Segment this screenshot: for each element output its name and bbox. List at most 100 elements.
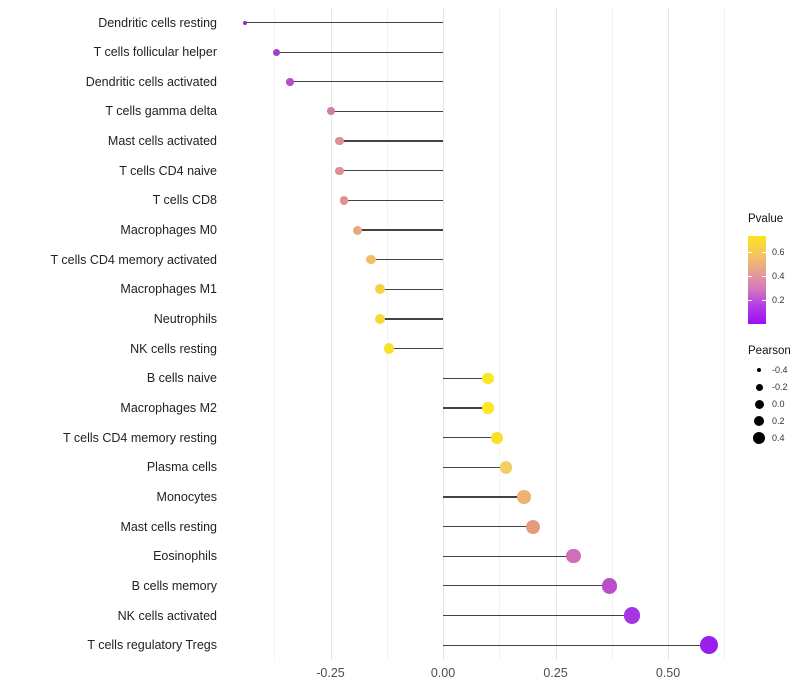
pearson-legend-dot	[754, 399, 764, 409]
x-tick-label: 0.00	[430, 666, 456, 680]
lollipop-stem	[443, 466, 506, 468]
category-label: T cells CD4 naive	[119, 163, 217, 178]
pearson-legend-dot	[753, 415, 765, 427]
lollipop-stem	[339, 140, 443, 142]
lollipop-stem	[330, 110, 443, 113]
x-tick-label: -0.25	[316, 666, 345, 680]
data-point	[273, 48, 280, 56]
category-label: Macrophages M2	[120, 400, 217, 415]
pvalue-tick-mark	[748, 300, 752, 301]
category-label: B cells naive	[146, 371, 217, 386]
pvalue-tick-mark	[762, 276, 766, 277]
category-label: Plasma cells	[146, 460, 217, 475]
lollipop-stem	[443, 644, 709, 646]
lollipop-stem	[443, 525, 533, 528]
pearson-legend-label: -0.4	[772, 365, 788, 375]
data-point	[353, 225, 362, 235]
plot-panel	[222, 8, 731, 660]
gridline-major	[330, 8, 332, 660]
gridline-minor	[274, 8, 276, 660]
category-label: Macrophages M0	[120, 223, 217, 238]
pvalue-tick-label: 0.6	[772, 247, 785, 257]
lollipop-stem	[443, 614, 632, 617]
category-label: Dendritic cells activated	[85, 74, 217, 89]
data-point	[499, 461, 513, 474]
pvalue-tick-mark	[748, 252, 752, 253]
data-point	[601, 578, 618, 594]
category-label: T cells CD4 memory resting	[63, 430, 217, 445]
gridline-major	[443, 8, 444, 660]
pearson-legend-label: -0.2	[772, 382, 788, 392]
category-label: T cells gamma delta	[105, 104, 217, 119]
category-label: Eosinophils	[153, 549, 217, 564]
lollipop-stem	[443, 585, 610, 587]
lollipop-stem	[380, 288, 443, 290]
pearson-legend-dot	[756, 367, 762, 373]
data-point	[699, 636, 718, 655]
gridline-major	[668, 8, 669, 660]
lollipop-stem	[276, 51, 443, 53]
lollipop-stem	[380, 318, 443, 320]
lollipop-stem	[371, 259, 443, 261]
lollipop-stem	[443, 555, 574, 557]
data-point	[517, 490, 531, 504]
pvalue-tick-mark	[762, 252, 766, 253]
lollipop-stem	[443, 377, 488, 379]
pearson-legend-label: 0.4	[772, 433, 785, 443]
category-label: T cells CD4 memory activated	[50, 252, 218, 267]
pearson-legend-label: 0.0	[772, 399, 785, 409]
data-point	[326, 107, 335, 116]
data-point	[482, 402, 494, 414]
data-point	[375, 314, 385, 324]
data-point	[366, 254, 376, 265]
data-point	[482, 372, 494, 385]
category-label: Mast cells resting	[120, 519, 217, 534]
data-point	[375, 284, 385, 295]
category-label: T cells CD8	[152, 193, 217, 208]
data-point	[623, 607, 641, 624]
pvalue-legend-title: Pvalue	[748, 213, 784, 225]
gridline-minor	[611, 8, 613, 660]
category-label: B cells memory	[131, 578, 217, 593]
x-tick-label: 0.25	[543, 666, 568, 680]
lollipop-stem	[443, 496, 524, 498]
data-point	[339, 196, 349, 205]
data-point	[243, 20, 247, 25]
gridline-minor	[724, 8, 726, 660]
lollipop-stem	[357, 229, 443, 231]
lollipop-stem	[344, 199, 443, 202]
data-point	[335, 166, 344, 175]
category-label: NK cells activated	[117, 608, 217, 623]
lollipop-stem	[389, 348, 443, 350]
pvalue-tick-mark	[748, 276, 752, 277]
gridline-minor	[499, 8, 501, 660]
data-point	[383, 343, 395, 354]
pearson-legend-dot	[753, 432, 765, 444]
category-label: Neutrophils	[153, 312, 217, 326]
category-label: Macrophages M1	[120, 282, 217, 297]
category-label: Monocytes	[156, 489, 217, 504]
gridline-minor	[386, 8, 388, 660]
data-point	[526, 519, 540, 534]
pearson-legend-label: 0.2	[772, 416, 785, 426]
data-point	[286, 78, 294, 86]
lollipop-stem	[443, 436, 497, 439]
data-point	[566, 548, 581, 564]
lollipop-stem	[245, 21, 443, 24]
pearson-legend-title: Pearson	[748, 345, 791, 357]
category-label: NK cells resting	[130, 341, 217, 356]
category-label: Mast cells activated	[107, 134, 217, 149]
data-point	[491, 431, 503, 444]
category-label: T cells regulatory Tregs	[87, 638, 217, 653]
pvalue-tick-label: 0.2	[772, 295, 785, 305]
pvalue-tick-mark	[762, 300, 766, 301]
lollipop-stem	[290, 81, 443, 83]
gridline-major	[555, 8, 557, 660]
category-label: Dendritic cells resting	[98, 15, 217, 30]
lollipop-stem	[339, 170, 443, 172]
x-tick-label: 0.50	[655, 666, 681, 680]
pearson-legend-dot	[755, 383, 763, 391]
category-label: T cells follicular helper	[93, 45, 217, 60]
data-point	[335, 136, 344, 146]
pvalue-colorbar	[748, 236, 766, 324]
